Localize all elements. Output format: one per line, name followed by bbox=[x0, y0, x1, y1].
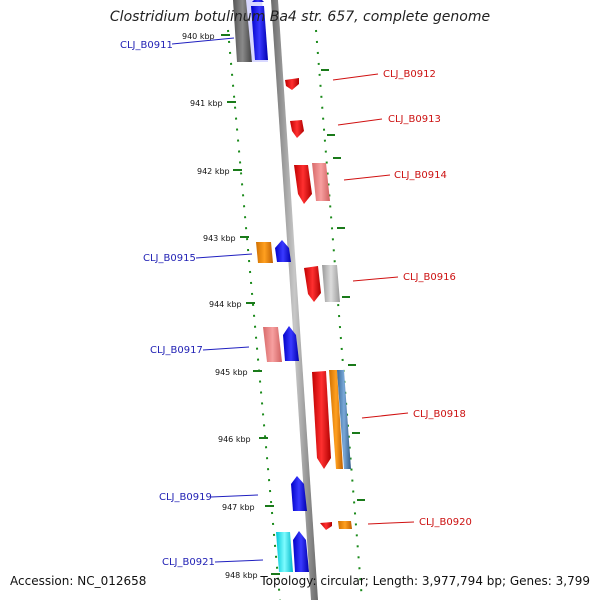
gene-label-clj-b0921[interactable]: CLJ_B0921 bbox=[162, 557, 215, 568]
leader-line bbox=[367, 521, 415, 525]
gene-glyph[interactable] bbox=[329, 370, 343, 469]
gene-glyph[interactable] bbox=[285, 78, 299, 90]
leader-line bbox=[337, 118, 383, 126]
gene-label-clj-b0911[interactable]: CLJ_B0911 bbox=[120, 40, 173, 51]
tick-label: 946 kbp bbox=[218, 435, 251, 444]
gene-label-clj-b0916[interactable]: CLJ_B0916 bbox=[403, 272, 456, 283]
gene-glyph[interactable] bbox=[251, 6, 268, 60]
gene-label-clj-b0917[interactable]: CLJ_B0917 bbox=[150, 345, 203, 356]
tick-label: 944 kbp bbox=[209, 300, 242, 309]
tick-label: 941 kbp bbox=[190, 99, 223, 108]
gene-glyph[interactable] bbox=[233, 0, 252, 62]
leader-line bbox=[214, 559, 264, 563]
gene-label-clj-b0915[interactable]: CLJ_B0915 bbox=[143, 253, 196, 264]
tick-label: 945 kbp bbox=[215, 368, 248, 377]
gene-glyph[interactable] bbox=[263, 327, 282, 362]
accession-text: Accession: NC_012658 bbox=[10, 574, 147, 588]
tick-label: 943 kbp bbox=[203, 234, 236, 243]
gene-glyph[interactable] bbox=[320, 522, 332, 530]
genome-title: Clostridium botulinum Ba4 str. 657, comp… bbox=[109, 9, 491, 25]
tick-marks bbox=[221, 34, 365, 575]
gene-glyph[interactable] bbox=[283, 326, 299, 361]
genome-axis bbox=[271, 0, 318, 600]
gene-glyph[interactable] bbox=[294, 165, 312, 204]
gene-glyph[interactable] bbox=[275, 240, 291, 262]
leader-line bbox=[332, 73, 379, 81]
gene-glyph[interactable] bbox=[256, 242, 273, 263]
leader-line bbox=[343, 174, 391, 181]
gene-glyph[interactable] bbox=[338, 521, 352, 529]
leader-lines bbox=[171, 37, 415, 563]
gene-labels: CLJ_B0911 CLJ_B0912 CLJ_B0913 CLJ_B0914 … bbox=[120, 40, 472, 568]
gene-label-clj-b0920[interactable]: CLJ_B0920 bbox=[419, 517, 472, 528]
gene-glyph[interactable] bbox=[252, 0, 264, 2]
gene-glyph[interactable] bbox=[290, 120, 304, 138]
gene-glyph[interactable] bbox=[304, 266, 321, 302]
leader-line bbox=[195, 253, 253, 259]
gene-glyph[interactable] bbox=[322, 265, 340, 302]
gene-glyph[interactable] bbox=[312, 163, 330, 201]
leader-line bbox=[361, 412, 409, 419]
tick-label: 942 kbp bbox=[197, 167, 230, 176]
leader-line bbox=[352, 276, 399, 282]
tick-label: 947 kbp bbox=[222, 503, 255, 512]
gene-glyph[interactable] bbox=[291, 476, 307, 511]
gene-label-clj-b0912[interactable]: CLJ_B0912 bbox=[383, 69, 436, 80]
gene-glyphs bbox=[233, 0, 352, 572]
tick-label: 940 kbp bbox=[182, 32, 215, 41]
gene-label-clj-b0914[interactable]: CLJ_B0914 bbox=[394, 170, 447, 181]
gene-glyph[interactable] bbox=[312, 371, 331, 469]
gene-label-clj-b0913[interactable]: CLJ_B0913 bbox=[388, 114, 441, 125]
leader-line bbox=[210, 494, 259, 498]
tick-label: 948 kbp bbox=[225, 571, 258, 580]
tick-labels: 940 kbp 941 kbp 942 kbp 943 kbp 944 kbp … bbox=[182, 32, 258, 580]
leader-line bbox=[202, 346, 250, 351]
gene-glyph[interactable] bbox=[276, 532, 293, 572]
gene-label-clj-b0918[interactable]: CLJ_B0918 bbox=[413, 409, 466, 420]
left-guide-line bbox=[227, 29, 281, 600]
gene-glyph[interactable] bbox=[293, 531, 309, 572]
genome-summary-text: Topology: circular; Length: 3,977,794 bp… bbox=[260, 574, 590, 588]
gene-glyph[interactable] bbox=[337, 370, 351, 469]
leader-line bbox=[171, 37, 235, 45]
gene-label-clj-b0919[interactable]: CLJ_B0919 bbox=[159, 492, 212, 503]
right-guide-line bbox=[315, 29, 363, 600]
